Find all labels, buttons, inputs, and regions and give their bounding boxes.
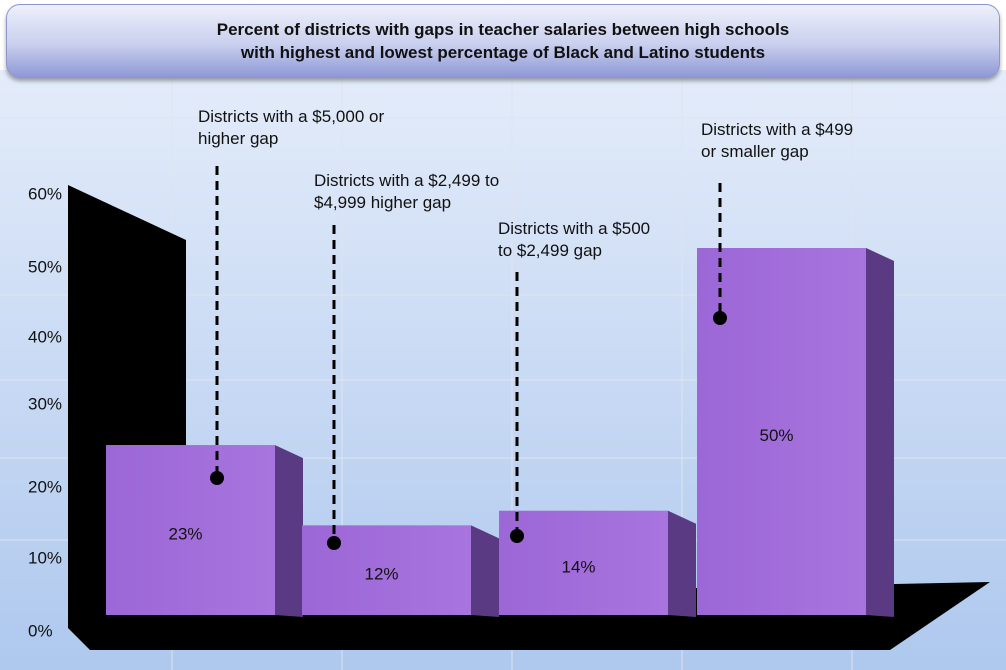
y-axis-ticks: 0% 10% 20% 30% 40% 50% 60%: [28, 184, 62, 640]
category-label: or smaller gap: [701, 142, 809, 161]
category-label: Districts with a $5,000 or: [198, 107, 384, 126]
category-labels: Districts with a $5,000 or higher gap Dist…: [198, 107, 853, 260]
y-tick-label: 40%: [28, 327, 62, 346]
bar-value-label: 50%: [759, 426, 793, 445]
category-label: $4,999 higher gap: [314, 193, 451, 212]
y-tick-label: 0%: [28, 621, 53, 640]
bars: 23% 12% 14% 50%: [106, 248, 894, 617]
y-tick-label: 10%: [28, 548, 62, 567]
leader-dot: [510, 529, 524, 543]
leader-dot: [210, 471, 224, 485]
bar-value-label: 14%: [561, 557, 595, 576]
bar-side-face: [668, 510, 696, 617]
category-label: to $2,499 gap: [498, 241, 602, 260]
bar: [697, 248, 866, 615]
category-label: higher gap: [198, 129, 278, 148]
y-tick-label: 30%: [28, 394, 62, 413]
y-tick-label: 20%: [28, 477, 62, 496]
category-label: Districts with a $499: [701, 120, 853, 139]
chart-title-line-2: with highest and lowest percentage of Bl…: [240, 43, 766, 62]
bar-side-face: [275, 445, 303, 617]
bar-value-label: 12%: [364, 565, 398, 584]
chart-title: Percent of districts with gaps in teache…: [6, 4, 1000, 78]
y-tick-label: 60%: [28, 184, 62, 203]
bar-side-face: [471, 525, 499, 617]
bar-value-label: 23%: [168, 525, 202, 544]
bar: [499, 510, 668, 615]
category-label: Districts with a $500: [498, 219, 650, 238]
leader-dot: [327, 536, 341, 550]
leader-lines: [210, 166, 727, 550]
chart-title-line-1: Percent of districts with gaps in teache…: [216, 20, 790, 39]
category-label: Districts with a $2,499 to: [314, 171, 499, 190]
bar-side-face: [866, 248, 894, 617]
leader-dot: [713, 311, 727, 325]
bar: [106, 445, 275, 615]
y-tick-label: 50%: [28, 257, 62, 276]
